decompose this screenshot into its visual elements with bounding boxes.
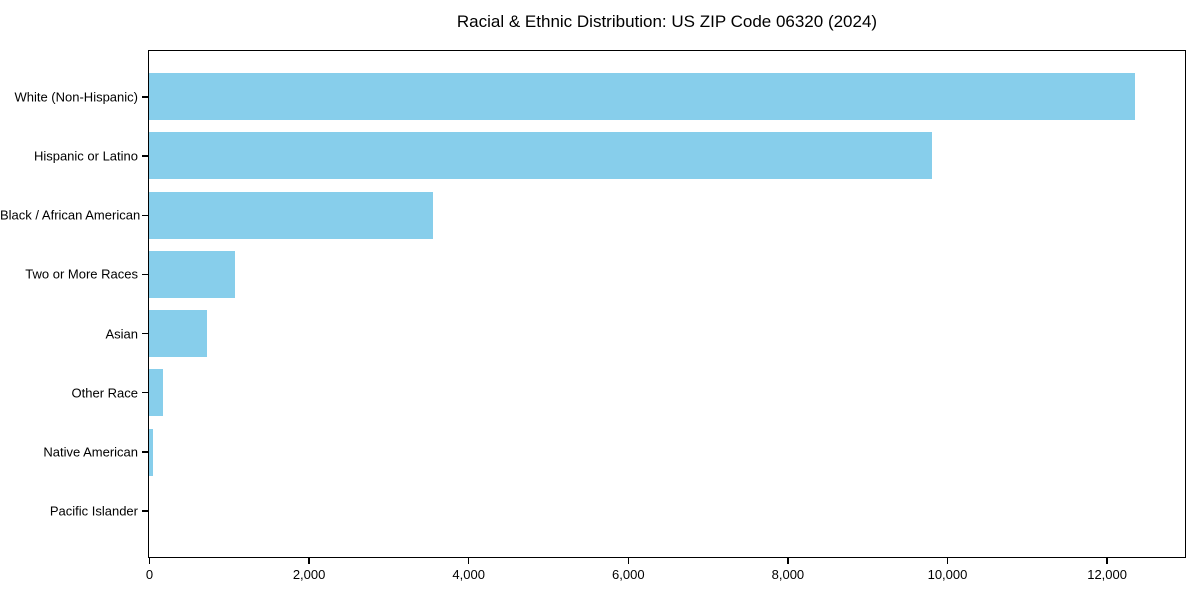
- bar: [149, 73, 1136, 121]
- y-tick-label: White (Non-Hispanic): [14, 89, 138, 105]
- y-tick-mark: [142, 332, 148, 335]
- bar-row: [149, 363, 1185, 422]
- x-tick-label: 8,000: [771, 567, 805, 582]
- bar: [149, 369, 164, 417]
- bar-row: [149, 67, 1185, 126]
- y-tick-label: Other Race: [71, 385, 138, 401]
- y-tick-mark: [142, 214, 148, 217]
- x-tick-label: 4,000: [452, 567, 485, 582]
- x-tick-label: 2,000: [292, 567, 326, 582]
- x-tick-mark: [467, 558, 470, 564]
- x-tick-mark: [148, 558, 151, 564]
- plot-area: [148, 50, 1186, 558]
- y-tick-label: Black / African American: [0, 207, 141, 223]
- bar-row: [149, 482, 1185, 541]
- y-tick-mark: [142, 96, 148, 98]
- bar: [149, 250, 236, 298]
- x-tick-label: 12,000: [1087, 567, 1127, 582]
- bar-row: [149, 423, 1185, 482]
- y-tick-mark: [142, 391, 148, 394]
- bar-row: [149, 245, 1185, 304]
- y-tick-label: Native American: [43, 444, 138, 460]
- y-tick-label: Pacific Islander: [49, 503, 138, 519]
- x-tick-label: 10,000: [927, 567, 968, 582]
- bar: [149, 191, 434, 239]
- bar: [149, 428, 153, 476]
- x-tick-mark: [308, 558, 310, 564]
- y-tick-label: Two or More Races: [25, 266, 138, 282]
- y-tick-mark: [142, 451, 148, 453]
- x-tick-mark: [1106, 558, 1108, 564]
- bar-row: [149, 304, 1185, 363]
- bar: [149, 310, 207, 358]
- y-tick-label: Hispanic or Latino: [33, 148, 138, 164]
- x-tick-mark: [787, 558, 789, 564]
- y-tick-label: Asian: [105, 326, 138, 342]
- chart-title: Racial & Ethnic Distribution: US ZIP Cod…: [456, 12, 878, 31]
- y-tick-mark: [142, 510, 148, 512]
- x-tick-label: 6,000: [612, 567, 645, 582]
- x-tick-mark: [627, 558, 630, 564]
- x-tick-label: 0: [145, 567, 154, 582]
- y-tick-mark: [142, 155, 148, 157]
- bar-row: [149, 186, 1185, 245]
- bar-row: [149, 126, 1185, 185]
- bar: [149, 132, 932, 180]
- y-tick-mark: [142, 273, 148, 276]
- x-tick-mark: [946, 558, 949, 564]
